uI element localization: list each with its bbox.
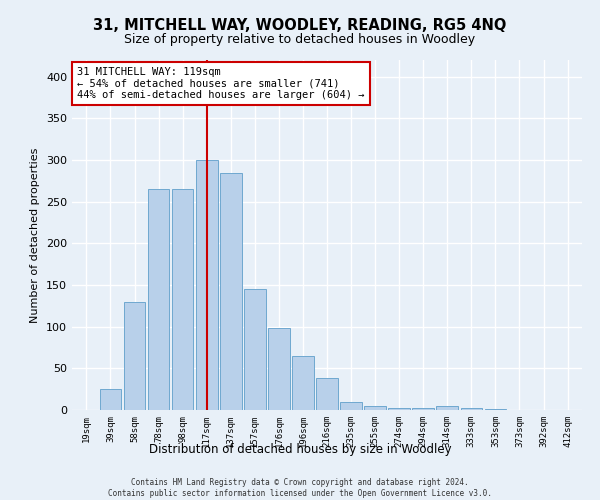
Bar [220,172,242,410]
Text: Contains HM Land Registry data © Crown copyright and database right 2024.
Contai: Contains HM Land Registry data © Crown c… [108,478,492,498]
Bar [196,160,218,410]
Bar [340,402,362,410]
Bar [436,406,458,410]
Bar [461,408,482,410]
Bar [485,409,506,410]
Bar [148,189,169,410]
Bar [292,356,314,410]
Bar [100,389,121,410]
Text: Distribution of detached houses by size in Woodley: Distribution of detached houses by size … [149,442,451,456]
Bar [244,289,266,410]
Bar [172,189,193,410]
Bar [412,408,434,410]
Bar [364,406,386,410]
Bar [388,408,410,410]
Text: 31, MITCHELL WAY, WOODLEY, READING, RG5 4NQ: 31, MITCHELL WAY, WOODLEY, READING, RG5 … [94,18,506,32]
Text: 31 MITCHELL WAY: 119sqm
← 54% of detached houses are smaller (741)
44% of semi-d: 31 MITCHELL WAY: 119sqm ← 54% of detache… [77,67,365,100]
Bar [124,302,145,410]
Y-axis label: Number of detached properties: Number of detached properties [31,148,40,322]
Bar [268,328,290,410]
Text: Size of property relative to detached houses in Woodley: Size of property relative to detached ho… [124,32,476,46]
Bar [316,378,338,410]
